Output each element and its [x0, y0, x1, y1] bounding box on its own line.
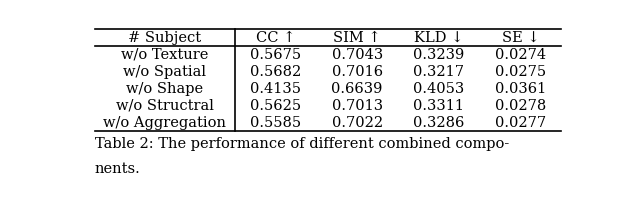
Text: # Subject: # Subject — [128, 31, 202, 45]
Text: w/o Spatial: w/o Spatial — [124, 65, 206, 79]
Text: SE ↓: SE ↓ — [502, 31, 539, 45]
Text: nents.: nents. — [95, 162, 141, 176]
Text: 0.7016: 0.7016 — [332, 65, 383, 79]
Text: w/o Shape: w/o Shape — [126, 82, 204, 96]
Text: Table 2: The performance of different combined compo-: Table 2: The performance of different co… — [95, 137, 509, 151]
Text: KLD ↓: KLD ↓ — [414, 31, 463, 45]
Text: 0.3217: 0.3217 — [413, 65, 464, 79]
Text: 0.4135: 0.4135 — [250, 82, 301, 96]
Text: 0.0278: 0.0278 — [495, 99, 546, 113]
Text: 0.0275: 0.0275 — [495, 65, 546, 79]
Text: CC ↑: CC ↑ — [256, 31, 295, 45]
Text: w/o Texture: w/o Texture — [121, 48, 209, 62]
Text: SIM ↑: SIM ↑ — [333, 31, 381, 45]
Text: w/o Aggregation: w/o Aggregation — [103, 116, 227, 130]
Text: 0.7022: 0.7022 — [332, 116, 383, 130]
Text: 0.5625: 0.5625 — [250, 99, 301, 113]
Text: 0.3286: 0.3286 — [413, 116, 465, 130]
Text: 0.0274: 0.0274 — [495, 48, 546, 62]
Text: 0.5675: 0.5675 — [250, 48, 301, 62]
Text: 0.6639: 0.6639 — [332, 82, 383, 96]
Text: 0.3239: 0.3239 — [413, 48, 465, 62]
Text: 0.0361: 0.0361 — [495, 82, 546, 96]
Text: 0.7043: 0.7043 — [332, 48, 383, 62]
Text: 0.5682: 0.5682 — [250, 65, 301, 79]
Text: 0.7013: 0.7013 — [332, 99, 383, 113]
Text: 0.0277: 0.0277 — [495, 116, 546, 130]
Text: 0.4053: 0.4053 — [413, 82, 465, 96]
Text: 0.3311: 0.3311 — [413, 99, 464, 113]
Text: 0.5585: 0.5585 — [250, 116, 301, 130]
Text: w/o Structral: w/o Structral — [116, 99, 214, 113]
